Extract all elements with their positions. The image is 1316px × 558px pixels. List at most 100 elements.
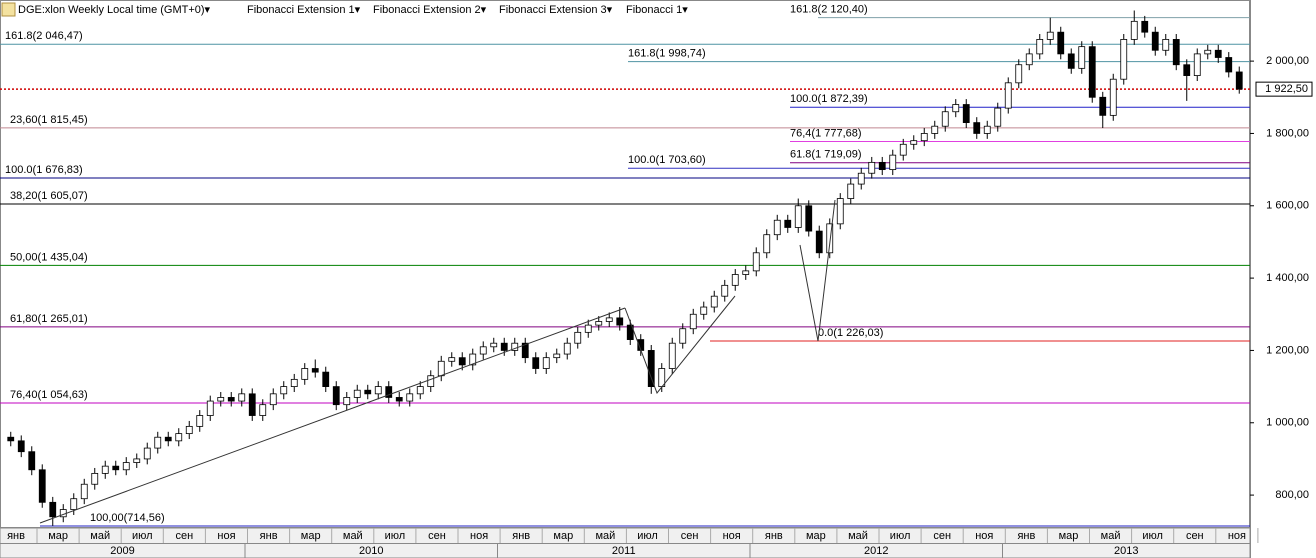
candle-body: [784, 219, 792, 228]
candle-body: [290, 378, 298, 387]
candle-body: [700, 306, 708, 315]
candle-body: [80, 483, 88, 500]
year-label: 2013: [1114, 545, 1138, 557]
month-label: ноя: [975, 530, 993, 542]
levels: 161.8(2 120,40) 161.8(2 046,47) 161.8(1 99…: [0, 3, 1250, 527]
trend-line: [39, 307, 626, 524]
candle-body: [1067, 53, 1075, 69]
candle-body: [1109, 78, 1117, 116]
candle-body: [238, 393, 246, 402]
header-item[interactable]: Fibonacci Extension 1▾: [247, 4, 361, 16]
candle-body: [878, 161, 886, 171]
candle-body: [385, 386, 393, 398]
candle-body: [227, 397, 235, 402]
candle-body: [490, 342, 498, 348]
candle-body: [563, 342, 571, 355]
candle-body: [301, 368, 309, 380]
candle-body: [374, 386, 382, 395]
candle-body: [1046, 31, 1054, 40]
candle-body: [28, 451, 36, 471]
candle-body: [469, 353, 477, 366]
candle-body: [1130, 20, 1138, 40]
fib-level-label: 76,4(1 777,68): [790, 127, 862, 139]
candle-body: [1025, 53, 1033, 66]
month-label: май: [343, 530, 363, 542]
candle-body: [1036, 39, 1044, 55]
candle-body: [679, 328, 687, 344]
header-item[interactable]: Fibonacci Extension 2▾: [373, 4, 487, 16]
fib-level-label: 100.0(1 703,60): [628, 154, 706, 166]
fib-level-label: 161.8(2 046,47): [5, 30, 83, 42]
candle-body: [752, 252, 760, 272]
header-item[interactable]: Fibonacci Extension 3▾: [499, 4, 613, 16]
month-label: ноя: [723, 530, 741, 542]
candle-body: [1099, 96, 1107, 116]
month-label: июл: [1142, 530, 1163, 542]
month-label: ноя: [470, 530, 488, 542]
year-label: 2011: [612, 545, 636, 557]
last-price-label: 1 922,50: [1265, 83, 1308, 95]
header-item[interactable]: Fibonacci 1▾: [626, 4, 688, 16]
month-label: сен: [176, 530, 194, 542]
fib-level-label: 61,80(1 265,01): [10, 313, 88, 325]
candle-body: [836, 198, 844, 225]
candle-body: [101, 465, 109, 474]
candle-body: [7, 436, 15, 442]
candle-body: [122, 462, 130, 471]
month-label: июл: [385, 530, 406, 542]
candle-body: [962, 104, 970, 123]
month-label: сен: [428, 530, 446, 542]
candle-body: [49, 501, 57, 518]
candle-body: [731, 274, 739, 286]
fib-level-label: 100.0(1 676,83): [5, 164, 83, 176]
candle-body: [511, 342, 519, 351]
candle-body: [395, 397, 403, 402]
month-label: сен: [1186, 530, 1204, 542]
candle-body: [1004, 82, 1012, 109]
candle-body: [773, 219, 781, 236]
year-label: 2012: [864, 545, 888, 557]
candle-body: [857, 172, 865, 185]
month-label: май: [90, 530, 110, 542]
candle-body: [721, 284, 729, 297]
candle-body: [1151, 31, 1159, 51]
candle-body: [899, 143, 907, 156]
candle-body: [532, 357, 540, 369]
candle-body: [742, 270, 750, 275]
candle-body: [826, 223, 834, 254]
fib-level-label: 161.8(2 120,40): [790, 3, 868, 15]
month-label: ноя: [217, 530, 235, 542]
candle-body: [952, 104, 960, 113]
y-tick-label: 1 400,00: [1266, 272, 1309, 284]
candle-body: [38, 469, 46, 503]
candle-body: [343, 397, 351, 406]
candle-body: [931, 125, 939, 134]
month-label: июл: [890, 530, 911, 542]
candles: [7, 10, 1243, 526]
candle-body: [941, 111, 949, 127]
candle-body: [805, 205, 813, 232]
candle-body: [1088, 46, 1096, 98]
candle-body: [1078, 46, 1086, 69]
candle-body: [868, 161, 876, 174]
candle-body: [689, 313, 697, 330]
candle-body: [973, 122, 981, 134]
symbol-icon[interactable]: [1, 2, 16, 17]
candle-body: [994, 107, 1002, 127]
y-tick-label: 800,00: [1275, 489, 1309, 501]
month-label: мар: [48, 530, 68, 542]
fib-level-label: 38,20(1 605,07): [10, 190, 88, 202]
candle-body: [920, 133, 928, 142]
candle-body: [521, 342, 529, 359]
axes: 1 922,50 800,00 1 000,00 1 200,00 1 400,00 1 …: [7, 55, 1313, 558]
month-label: янв: [7, 530, 25, 542]
fib-level-label: 50,00(1 435,04): [10, 251, 88, 263]
fib-level-label: 100.0(1 872,39): [790, 93, 868, 105]
candle-body: [154, 436, 162, 449]
candle-body: [112, 465, 120, 471]
candle-body: [479, 346, 487, 355]
candle-body: [605, 317, 613, 322]
y-tick-label: 2 000,00: [1266, 55, 1309, 67]
header-item[interactable]: DGE:xlon Weekly Local time (GMT+0)▾: [18, 4, 211, 16]
y-tick-label: 1 600,00: [1266, 200, 1309, 212]
